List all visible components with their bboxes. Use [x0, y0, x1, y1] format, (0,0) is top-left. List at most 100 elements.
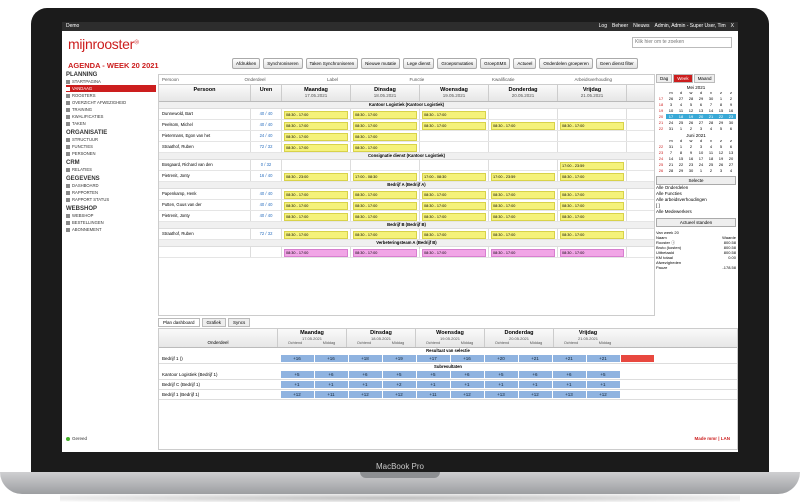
shift-block[interactable]: 08:30 - 17:00 [560, 231, 624, 239]
calendar-day[interactable]: 23 [688, 162, 694, 167]
filter-column[interactable]: Label [327, 77, 339, 82]
toolbar-button[interactable]: Synchroniseren [263, 58, 303, 69]
top-link[interactable]: Admin, Admin - Super User, Tim [654, 23, 726, 29]
calendar-day[interactable]: 8 [679, 150, 683, 155]
day-cell[interactable]: 08:30 - 17:00 [558, 189, 627, 199]
shift-block[interactable]: 08:30 - 17:00 [491, 191, 555, 199]
shift-block[interactable]: 08:30 - 17:00 [284, 231, 348, 239]
shift-block[interactable]: 08:30 - 17:00 [284, 202, 348, 210]
shift-block[interactable]: 08:30 - 17:00 [560, 249, 624, 257]
shift-block[interactable]: 08:30 - 17:00 [422, 202, 486, 210]
calendar-day[interactable]: 25 [678, 120, 684, 125]
toolbar-button[interactable]: Nieuwe mutatie [361, 58, 401, 69]
calendar-day[interactable]: 12 [718, 150, 724, 155]
day-cell[interactable]: 08:30 - 17:00 [282, 229, 351, 239]
day-cell[interactable]: 08:30 - 17:00 [489, 211, 558, 221]
top-link[interactable]: Log [598, 23, 607, 29]
calendar-day[interactable]: 3 [699, 126, 703, 131]
day-cell[interactable]: 08:30 - 17:00 [558, 200, 627, 210]
day-cell[interactable]: 08:30 - 17:00 [282, 131, 351, 141]
day-cell[interactable]: 08:30 - 17:00 [282, 120, 351, 130]
calendar-day[interactable]: 31 [668, 126, 674, 131]
day-cell[interactable] [558, 142, 627, 152]
dashboard-tab[interactable]: Syncs [228, 318, 251, 327]
calendar-day[interactable]: 17 [698, 156, 704, 161]
toolbar-button[interactable]: Geen dienst filter [595, 58, 638, 69]
day-column-header[interactable]: Donderdag 20.05.2021 [489, 85, 558, 101]
shift-block[interactable]: 17:00 - 23:59 [491, 173, 555, 181]
shift-block[interactable]: 08:30 - 17:00 [422, 122, 486, 130]
top-link[interactable]: Beheer [611, 23, 629, 29]
shift-block[interactable]: 08:30 - 17:00 [560, 122, 624, 130]
calendar-day[interactable]: 25 [708, 162, 714, 167]
sidebar-item[interactable]: RAPPORT STATUS [66, 196, 156, 203]
current-button[interactable]: Actueel standen [656, 218, 736, 227]
shift-block[interactable]: 08:30 - 17:00 [353, 111, 417, 119]
day-cell[interactable] [420, 142, 489, 152]
calendar-day[interactable]: 29 [678, 168, 684, 173]
toolbar-button[interactable]: Onderdelen groeperen [539, 58, 593, 69]
shift-block[interactable]: 08:30 - 17:00 [284, 249, 348, 257]
filter-option[interactable]: Alle Functies [656, 191, 682, 196]
calendar-day[interactable]: 27 [728, 162, 734, 167]
toolbar-button[interactable]: Actueel [513, 58, 537, 69]
person-name[interactable]: Bosgaard, Richard van den [159, 160, 251, 170]
view-tab[interactable]: Week [673, 74, 693, 83]
sidebar-item[interactable]: RELATIES [66, 166, 156, 173]
day-cell[interactable]: 08:30 - 17:00 [489, 200, 558, 210]
hours-header[interactable]: Uren [251, 85, 282, 101]
shift-block[interactable]: 08:30 - 17:00 [353, 202, 417, 210]
calendar-day[interactable]: 26 [668, 96, 674, 101]
sidebar-item[interactable]: BESTELLINGEN [66, 219, 156, 226]
day-column-header[interactable]: Maandag 17.05.2021 [282, 85, 351, 101]
calendar-day[interactable]: 10 [698, 150, 704, 155]
person-name[interactable]: Papenkamp, Henk [159, 189, 251, 199]
day-cell[interactable]: 08:30 - 23:00 [282, 171, 351, 181]
calendar-day[interactable]: 5 [689, 102, 693, 107]
person-name[interactable]: Peelsom, Michel [159, 120, 251, 130]
calendar-day[interactable]: 18 [676, 114, 686, 119]
calendar-day[interactable]: 30 [688, 168, 694, 173]
day-cell[interactable]: 17:00 - 23:59 [489, 171, 558, 181]
filter-option[interactable]: Alle Onderdelen [656, 185, 689, 190]
day-cell[interactable]: 08:30 - 17:00 [558, 247, 627, 257]
calendar-day[interactable]: 1 [719, 96, 723, 101]
shift-block[interactable]: 08:30 - 17:00 [353, 144, 417, 152]
day-cell[interactable]: 08:30 - 17:00 [558, 171, 627, 181]
calendar-day[interactable]: 29 [718, 120, 724, 125]
day-cell[interactable]: 08:30 - 17:00 [351, 211, 420, 221]
calendar-day[interactable]: 6 [699, 102, 703, 107]
calendar-day[interactable]: 17 [666, 114, 676, 119]
sidebar-item[interactable]: STARTPAGINA [66, 78, 156, 85]
day-cell[interactable] [420, 160, 489, 170]
person-name[interactable]: Pietrenit, Jonty [159, 171, 251, 181]
calendar-day[interactable]: 4 [709, 126, 713, 131]
shift-block[interactable]: 08:30 - 17:00 [284, 111, 348, 119]
calendar-day[interactable]: 28 [668, 168, 674, 173]
calendar-day[interactable]: 18 [708, 156, 714, 161]
calendar-day[interactable]: 1 [679, 126, 683, 131]
calendar-day[interactable]: 16 [728, 108, 734, 113]
filter-column[interactable]: Persoon [162, 77, 179, 82]
calendar-day[interactable]: 6 [729, 144, 733, 149]
shift-block[interactable]: 08:30 - 17:00 [491, 122, 555, 130]
day-cell[interactable] [351, 160, 420, 170]
top-link[interactable]: Nieuws [633, 23, 650, 29]
dashboard-tab[interactable]: Grafiek [201, 318, 227, 327]
calendar-day[interactable]: 5 [719, 144, 723, 149]
day-column-header[interactable]: Vrijdag 21.05.2021 [558, 85, 627, 101]
calendar-day[interactable]: 27 [678, 96, 684, 101]
calendar-day[interactable]: 1 [699, 168, 703, 173]
calendar-day[interactable]: 7 [669, 150, 673, 155]
day-cell[interactable]: 08:30 - 17:00 [351, 229, 420, 239]
calendar-day[interactable]: 19 [718, 156, 724, 161]
shift-block[interactable]: 08:30 - 17:00 [353, 231, 417, 239]
day-cell[interactable]: 08:30 - 17:00 [282, 142, 351, 152]
calendar-day[interactable]: 9 [729, 102, 733, 107]
shift-block[interactable]: 08:30 - 17:00 [491, 213, 555, 221]
calendar-day[interactable]: 11 [708, 150, 714, 155]
day-cell[interactable]: 08:30 - 17:00 [420, 211, 489, 221]
sidebar-item[interactable]: STRUCTUUR [66, 136, 156, 143]
filter-option[interactable]: [ ] [656, 203, 660, 208]
day-cell[interactable]: 08:30 - 17:00 [351, 142, 420, 152]
